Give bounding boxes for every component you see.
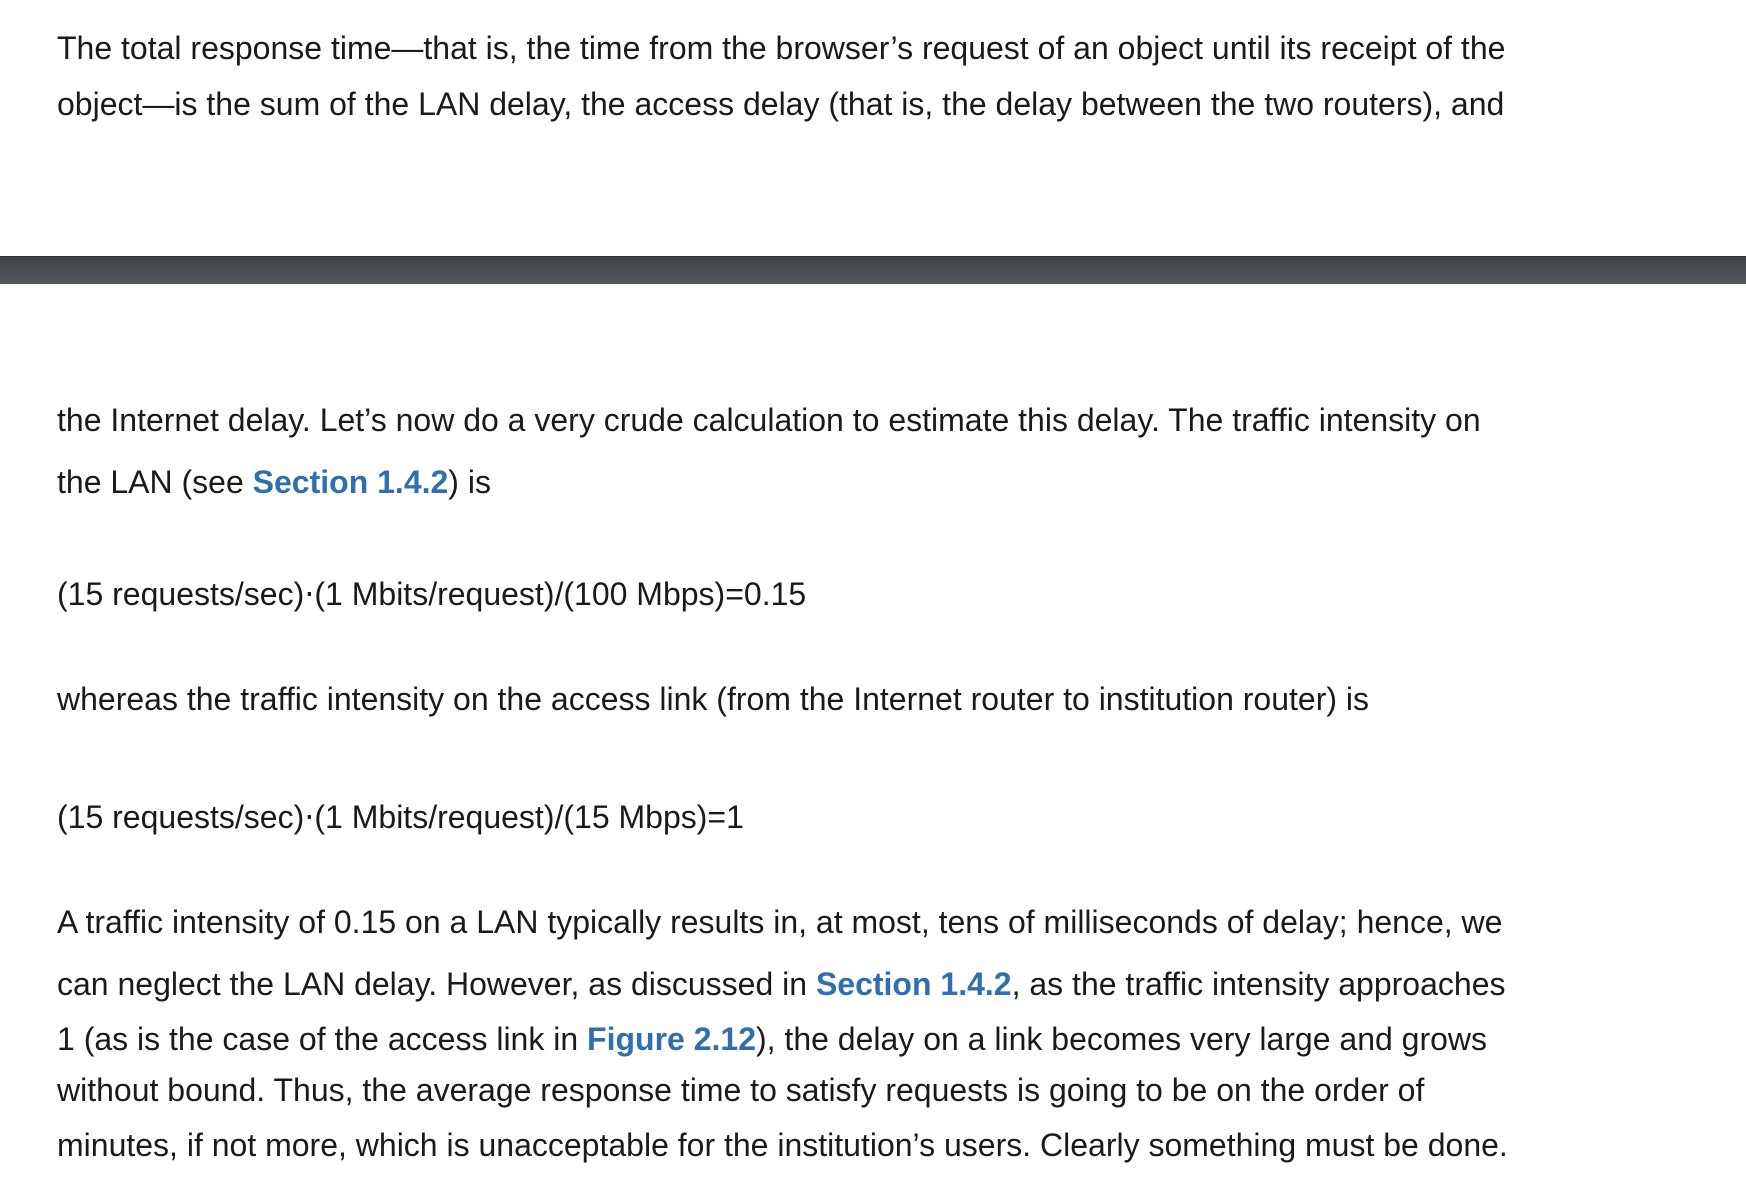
page-top: The total response time—that is, the tim… xyxy=(0,0,1746,256)
equation-lan-intensity: (15 requests/sec)⋅(1 Mbits/request)/(100… xyxy=(57,576,807,612)
para3-line-2-pre: can neglect the LAN delay. However, as d… xyxy=(57,966,816,1002)
section-1-4-2-link[interactable]: Section 1.4.2 xyxy=(252,464,449,500)
para3-line-3-post: ), the delay on a link becomes very larg… xyxy=(755,1021,1488,1057)
para3-line-4: without bound. Thus, the average respons… xyxy=(57,1072,1425,1108)
page-divider xyxy=(0,256,1746,285)
page1-line-2: object—is the sum of the LAN delay, the … xyxy=(57,86,1505,122)
page1-line-1: The total response time—that is, the tim… xyxy=(57,30,1506,66)
para3-line-1: A traffic intensity of 0.15 on a LAN typ… xyxy=(57,904,1503,940)
para3-line-5: minutes, if not more, which is unaccepta… xyxy=(57,1127,1508,1163)
para1-line-2-pre: the LAN (see xyxy=(57,464,253,500)
para3-line-3: 1 (as is the case of the access link in … xyxy=(57,1021,1697,1058)
equation-access-intensity: (15 requests/sec)⋅(1 Mbits/request)/(15 … xyxy=(57,799,744,835)
para3-line-3-pre: 1 (as is the case of the access link in xyxy=(57,1021,588,1057)
para2: whereas the traffic intensity on the acc… xyxy=(57,681,1370,717)
section-1-4-2-link-2[interactable]: Section 1.4.2 xyxy=(815,966,1012,1002)
para3-line-2-post: , as the traffic intensity approaches xyxy=(1011,966,1506,1002)
page-bottom: the Internet delay. Let’s now do a very … xyxy=(0,284,1746,1202)
para1-line-2-post: ) is xyxy=(448,464,491,500)
figure-2-12-link[interactable]: Figure 2.12 xyxy=(587,1021,756,1057)
para1-line-2: the LAN (see Section 1.4.2) is xyxy=(57,464,1697,501)
para1-line-1: the Internet delay. Let’s now do a very … xyxy=(57,402,1481,438)
para3-line-2: can neglect the LAN delay. However, as d… xyxy=(57,966,1697,1003)
